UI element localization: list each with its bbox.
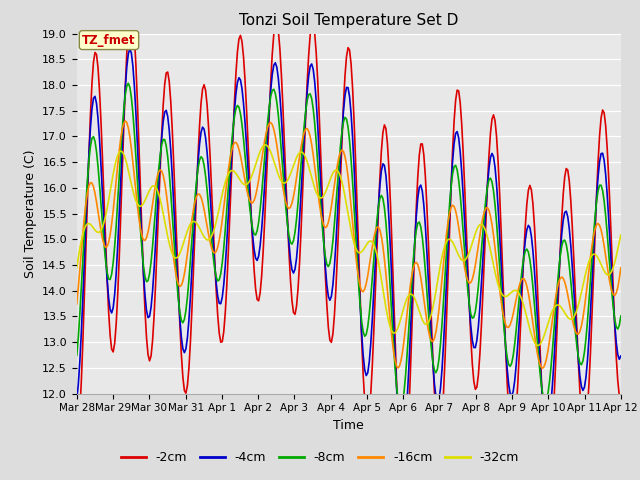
-2cm: [617, 396, 625, 402]
-16cm: [312, 176, 320, 181]
-32cm: [261, 142, 269, 148]
Legend: -2cm, -4cm, -8cm, -16cm, -32cm: -2cm, -4cm, -8cm, -16cm, -32cm: [116, 446, 524, 469]
-8cm: [589, 233, 597, 239]
-8cm: [255, 219, 262, 225]
-32cm: [589, 252, 597, 257]
-4cm: [126, 46, 134, 52]
-4cm: [312, 98, 320, 104]
-4cm: [73, 396, 81, 402]
-16cm: [73, 301, 81, 307]
-32cm: [312, 190, 320, 195]
-4cm: [617, 353, 625, 359]
-8cm: [141, 274, 149, 280]
-16cm: [255, 177, 262, 183]
Line: -32cm: -32cm: [77, 145, 621, 346]
-2cm: [127, 6, 135, 12]
-8cm: [125, 81, 132, 86]
-32cm: [235, 175, 243, 181]
Text: TZ_fmet: TZ_fmet: [82, 34, 136, 47]
-4cm: [264, 130, 271, 136]
-2cm: [589, 271, 597, 277]
X-axis label: Time: Time: [333, 419, 364, 432]
-8cm: [617, 313, 625, 319]
-16cm: [617, 265, 625, 271]
-32cm: [140, 201, 147, 206]
-4cm: [589, 250, 597, 255]
-2cm: [312, 50, 320, 56]
Y-axis label: Soil Temperature (C): Soil Temperature (C): [24, 149, 36, 278]
Title: Tonzi Soil Temperature Set D: Tonzi Soil Temperature Set D: [239, 13, 458, 28]
-4cm: [399, 443, 406, 448]
-2cm: [73, 440, 81, 445]
-16cm: [589, 233, 597, 239]
-2cm: [141, 308, 149, 313]
-16cm: [237, 153, 244, 158]
-16cm: [122, 118, 129, 124]
-2cm: [264, 146, 271, 152]
-2cm: [255, 298, 262, 304]
-16cm: [141, 238, 149, 243]
Line: -4cm: -4cm: [77, 49, 621, 445]
-16cm: [538, 365, 546, 371]
-32cm: [534, 343, 541, 348]
-8cm: [312, 139, 320, 144]
-32cm: [264, 144, 271, 149]
-16cm: [264, 124, 271, 130]
-4cm: [255, 253, 262, 259]
Line: -2cm: -2cm: [77, 9, 621, 480]
-8cm: [264, 118, 271, 124]
-32cm: [73, 265, 81, 271]
-4cm: [237, 77, 244, 83]
Line: -8cm: -8cm: [77, 84, 621, 408]
-8cm: [397, 406, 405, 411]
-2cm: [237, 33, 244, 38]
Line: -16cm: -16cm: [77, 121, 621, 368]
-8cm: [73, 352, 81, 358]
-32cm: [617, 232, 625, 238]
-4cm: [141, 292, 149, 298]
-8cm: [237, 111, 244, 117]
-32cm: [253, 157, 261, 163]
